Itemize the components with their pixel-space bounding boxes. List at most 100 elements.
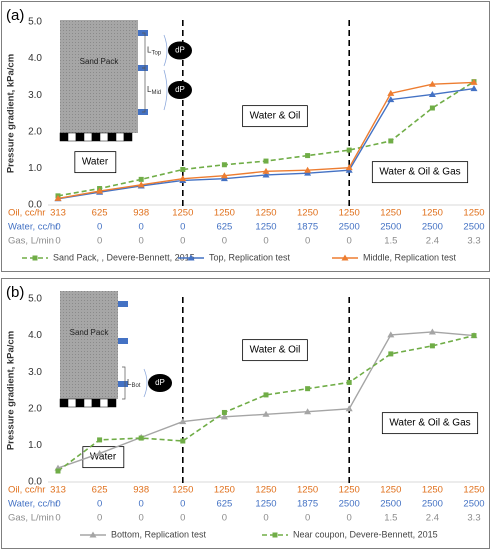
panel-border <box>1 278 490 549</box>
x-tick-label: 0 <box>180 499 185 510</box>
length-label: LBot <box>127 378 141 388</box>
data-point <box>262 167 270 174</box>
x-tick-label: 2500 <box>339 222 360 233</box>
x-tick-label: 625 <box>92 208 108 219</box>
x-tick-label: 1.5 <box>384 513 397 524</box>
x-row-name: Gas, L/min <box>8 513 54 524</box>
x-tick-label: 625 <box>216 499 232 510</box>
x-row-name: Gas, L/min <box>8 236 54 247</box>
region-box <box>242 339 308 362</box>
dp-label: dP <box>175 46 185 55</box>
screen-strip <box>91 398 101 408</box>
x-row-name: Water, cc/hr <box>8 222 58 233</box>
x-tick-label: 0 <box>139 499 144 510</box>
data-point <box>221 409 227 415</box>
dp-gauge <box>168 81 192 99</box>
pressure-port <box>118 381 128 387</box>
pressure-port <box>118 338 128 344</box>
x-tick-label: 0 <box>97 222 102 233</box>
x-tick-label: 0 <box>347 513 352 524</box>
x-tick-label: 0 <box>97 499 102 510</box>
length-bracket <box>142 67 146 113</box>
pressure-port <box>118 301 128 307</box>
x-tick-label: 1875 <box>297 499 318 510</box>
x-tick-label: 2.4 <box>426 236 439 247</box>
dp-gauge <box>148 374 172 392</box>
screen-strip <box>107 132 117 142</box>
data-point <box>470 78 478 85</box>
x-tick-label: 2.4 <box>426 513 439 524</box>
x-tick-label: 1250 <box>339 208 360 219</box>
region-label: Water & Oil & Gas <box>379 167 460 178</box>
x-tick-label: 0 <box>139 513 144 524</box>
x-tick-label: 0 <box>222 513 227 524</box>
y-tick-label: 3.0 <box>28 367 42 378</box>
data-point <box>262 410 270 417</box>
y-axis-label: Pressure gradient, kPa/cm <box>6 54 17 173</box>
data-point <box>305 386 311 392</box>
x-tick-label: 0 <box>180 236 185 247</box>
x-tick-label: 0 <box>97 236 102 247</box>
panel-border <box>1 1 490 272</box>
dp-label: dP <box>155 378 165 387</box>
y-axis-label: Pressure gradient, kPa/cm <box>6 331 17 450</box>
data-point <box>428 328 436 335</box>
x-tick-label: 1250 <box>214 208 235 219</box>
x-tick-label: 0 <box>305 236 310 247</box>
region-label: Water <box>82 157 109 168</box>
screen-strip <box>75 398 85 408</box>
x-tick-label: 1250 <box>255 485 276 496</box>
x-row-name: Water, cc/hr <box>8 499 58 510</box>
y-tick-label: 2.0 <box>28 403 42 414</box>
legend-marker <box>89 531 97 538</box>
data-point <box>387 331 395 338</box>
data-point <box>388 138 394 144</box>
x-tick-label: 0 <box>263 236 268 247</box>
region-label: Water <box>90 452 117 463</box>
x-tick-label: 2500 <box>422 499 443 510</box>
y-tick-label: 4.0 <box>28 53 42 64</box>
x-tick-label: 0 <box>263 513 268 524</box>
data-point <box>263 392 269 398</box>
data-point <box>55 468 61 474</box>
region-label: Water & Oil & Gas <box>389 418 470 429</box>
data-point <box>387 96 395 103</box>
y-tick-label: 1.0 <box>28 163 42 174</box>
x-tick-label: 313 <box>50 485 66 496</box>
screen-strip <box>91 132 101 142</box>
x-tick-label: 1250 <box>214 485 235 496</box>
data-point <box>220 413 228 420</box>
data-point <box>97 437 103 443</box>
x-tick-label: 0 <box>139 236 144 247</box>
data-point <box>180 438 186 444</box>
data-point <box>428 80 436 87</box>
screen-strip <box>75 132 85 142</box>
screen-strip <box>67 398 77 408</box>
screen-strip <box>83 398 93 408</box>
data-point <box>96 449 104 456</box>
data-point <box>138 176 144 182</box>
y-tick-label: 4.0 <box>28 330 42 341</box>
x-tick-label: 0 <box>97 513 102 524</box>
legend-label: Top, Replication test <box>209 252 291 262</box>
length-symbol: L <box>147 85 152 94</box>
legend-marker <box>272 532 278 538</box>
length-symbol: L <box>127 378 132 387</box>
x-row-name: Oil, cc/hr <box>8 208 45 219</box>
region-box <box>381 412 479 435</box>
x-tick-label: 0 <box>347 236 352 247</box>
data-point <box>345 405 353 412</box>
data-point <box>179 175 187 182</box>
dp-gauge <box>168 41 192 60</box>
x-tick-label: 2500 <box>339 499 360 510</box>
length-label: LMid <box>147 85 161 95</box>
x-tick-label: 2500 <box>380 499 401 510</box>
screen-strip <box>115 132 125 142</box>
inset-label: Sand Pack <box>70 328 110 337</box>
x-tick-label: 1250 <box>339 485 360 496</box>
screen-strip <box>83 132 93 142</box>
x-tick-label: 2500 <box>422 222 443 233</box>
screen-strip <box>99 132 109 142</box>
legend-label: Near coupon, Devere-Bennett, 2015 <box>293 529 438 539</box>
